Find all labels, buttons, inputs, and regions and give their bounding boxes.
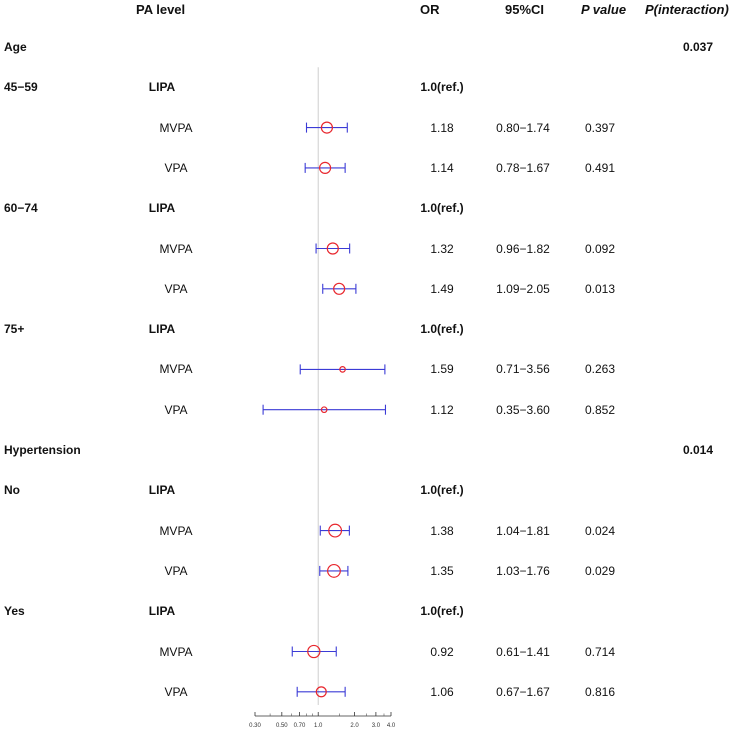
or-value: 1.18 [430,120,454,135]
pa-level-label: VPA [164,160,188,175]
or-point [320,121,334,134]
or-value: 1.0(ref.) [420,483,464,498]
or-value: 1.59 [430,362,454,377]
p-value: 0.397 [584,120,616,135]
p-value: 0.816 [584,684,616,699]
or-point [339,366,346,373]
or-value: 1.38 [430,523,454,538]
group-label: Hypertension [4,443,81,457]
pa-level-label: LIPA [148,322,176,337]
pa-level-label: MVPA [159,644,193,659]
x-tick-label: 0.30 [249,723,261,729]
or-point [320,406,328,414]
ci-value: 0.71−3.56 [496,362,550,377]
or-value: 1.14 [430,160,454,175]
or-point [315,686,327,698]
p-value: 0.013 [584,281,616,296]
ci-value: 0.67−1.67 [496,684,550,699]
or-value: 1.0(ref.) [420,322,464,337]
p-value: 0.491 [584,160,616,175]
p-value: 0.852 [584,402,616,417]
x-tick-label: 1.0 [314,723,323,729]
subgroup-label: Yes [4,604,25,619]
header-or: OR [420,2,440,17]
pa-level-label: MVPA [159,362,193,377]
or-value: 1.0(ref.) [420,201,464,216]
or-point [327,563,341,578]
x-tick-label: 3.0 [372,723,381,729]
x-tick-label: 0.50 [276,723,288,729]
p-interaction-value: 0.037 [682,40,714,54]
p-value: 0.092 [584,241,616,256]
or-point [307,644,321,659]
or-point [328,523,343,538]
p-interaction-value: 0.014 [682,443,714,457]
subgroup-label: 75+ [4,322,25,337]
pa-level-label: MVPA [159,523,193,538]
pa-level-label: MVPA [159,241,193,256]
pa-level-label: LIPA [148,80,176,95]
x-tick-label: 2.0 [350,723,359,729]
p-value: 0.263 [584,362,616,377]
or-value: 1.06 [430,684,454,699]
or-value: 1.49 [430,281,454,296]
or-value: 1.0(ref.) [420,80,464,95]
group-label: Age [4,40,27,54]
or-point [326,242,339,255]
subgroup-label: 45−59 [4,80,38,95]
pa-level-label: LIPA [148,201,176,216]
header-ci: 95%CI [505,2,545,17]
subgroup-label: 60−74 [4,201,38,216]
header-pa-level: PA level [136,2,186,17]
or-value: 1.0(ref.) [420,604,464,619]
ci-value: 0.78−1.67 [496,160,550,175]
ci-value: 0.80−1.74 [496,120,550,135]
x-tick-label: 0.70 [294,723,306,729]
p-value: 0.024 [584,523,616,538]
or-point [333,282,346,295]
or-point [318,161,332,174]
pa-level-label: VPA [164,563,188,578]
or-value: 1.32 [430,241,454,256]
pa-level-label: VPA [164,684,188,699]
p-value: 0.029 [584,563,616,578]
header-p-value: P value [581,2,627,17]
or-value: 0.92 [430,644,454,659]
ci-value: 0.35−3.60 [496,402,550,417]
x-tick-label: 4.0 [387,723,396,729]
p-value: 0.714 [584,644,616,659]
pa-level-label: MVPA [159,120,193,135]
ci-value: 1.03−1.76 [496,563,550,578]
pa-level-label: VPA [164,281,188,296]
ci-value: 0.96−1.82 [496,241,550,256]
header-p-interaction: P(interaction) [645,2,729,17]
pa-level-label: LIPA [148,604,176,619]
ci-value: 1.04−1.81 [496,523,550,538]
subgroup-label: No [4,483,20,498]
ci-value: 0.61−1.41 [496,644,550,659]
pa-level-label: VPA [164,402,188,417]
or-value: 1.12 [430,402,454,417]
pa-level-label: LIPA [148,483,176,498]
ci-value: 1.09−2.05 [496,281,550,296]
or-value: 1.35 [430,563,454,578]
